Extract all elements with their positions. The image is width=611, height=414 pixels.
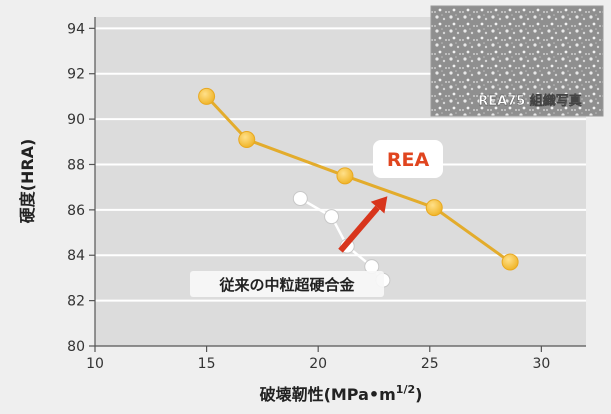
arrow-shaft: [338, 205, 380, 253]
arrow-head: [370, 196, 388, 214]
y-tick-label-86: 86: [67, 203, 85, 219]
y-tick-label-94: 94: [67, 21, 85, 37]
conventional-label-box: 従来の中粒超硬合金: [190, 271, 384, 297]
rea-label-box: REA: [373, 140, 443, 178]
conventional-label: 従来の中粒超硬合金: [218, 276, 355, 294]
y-tick-label-80: 80: [67, 339, 85, 355]
rea-point-5: [501, 253, 519, 271]
micrograph-inset: REA75 組織写真: [430, 5, 604, 117]
improvement-arrow: [338, 196, 388, 253]
rea-point-4: [425, 199, 443, 217]
y-tick-label-88: 88: [67, 157, 85, 173]
rea-point-3: [336, 167, 354, 185]
x-tick-label-10: 10: [86, 356, 104, 372]
y-axis-label: 硬度(HRA): [18, 139, 37, 224]
rea-label: REA: [387, 149, 430, 171]
rea-point-2: [238, 131, 256, 149]
x-tick-label-20: 20: [309, 356, 327, 372]
rea-label-background: [373, 140, 443, 178]
x-tick-label-15: 15: [198, 356, 216, 372]
y-tick-label-82: 82: [67, 294, 85, 310]
x-axis-label-main: 破壊靭性(MPa•m: [260, 385, 396, 404]
micrograph-label: REA75 組織写真: [478, 93, 582, 109]
rea-point-1: [198, 87, 216, 105]
y-tick-label-90: 90: [67, 112, 85, 128]
x-tick-label-25: 25: [421, 356, 439, 372]
x-axis-label-close: ): [415, 385, 422, 404]
x-axis-label-superscript: 1/2: [396, 383, 415, 396]
axes: 80 82 84 86 88 90 92 94 10 15 20 25 30: [67, 17, 586, 372]
micrograph-photo: [430, 5, 604, 117]
conventional-point-1: [292, 191, 308, 207]
y-tick-label-92: 92: [67, 67, 85, 83]
y-tick-label-84: 84: [67, 248, 85, 264]
conventional-label-background: [190, 271, 384, 297]
x-axis-label: 破壊靭性(MPa•m1/2): [260, 383, 423, 404]
x-tick-label-30: 30: [532, 356, 550, 372]
conventional-point-2: [324, 209, 340, 225]
